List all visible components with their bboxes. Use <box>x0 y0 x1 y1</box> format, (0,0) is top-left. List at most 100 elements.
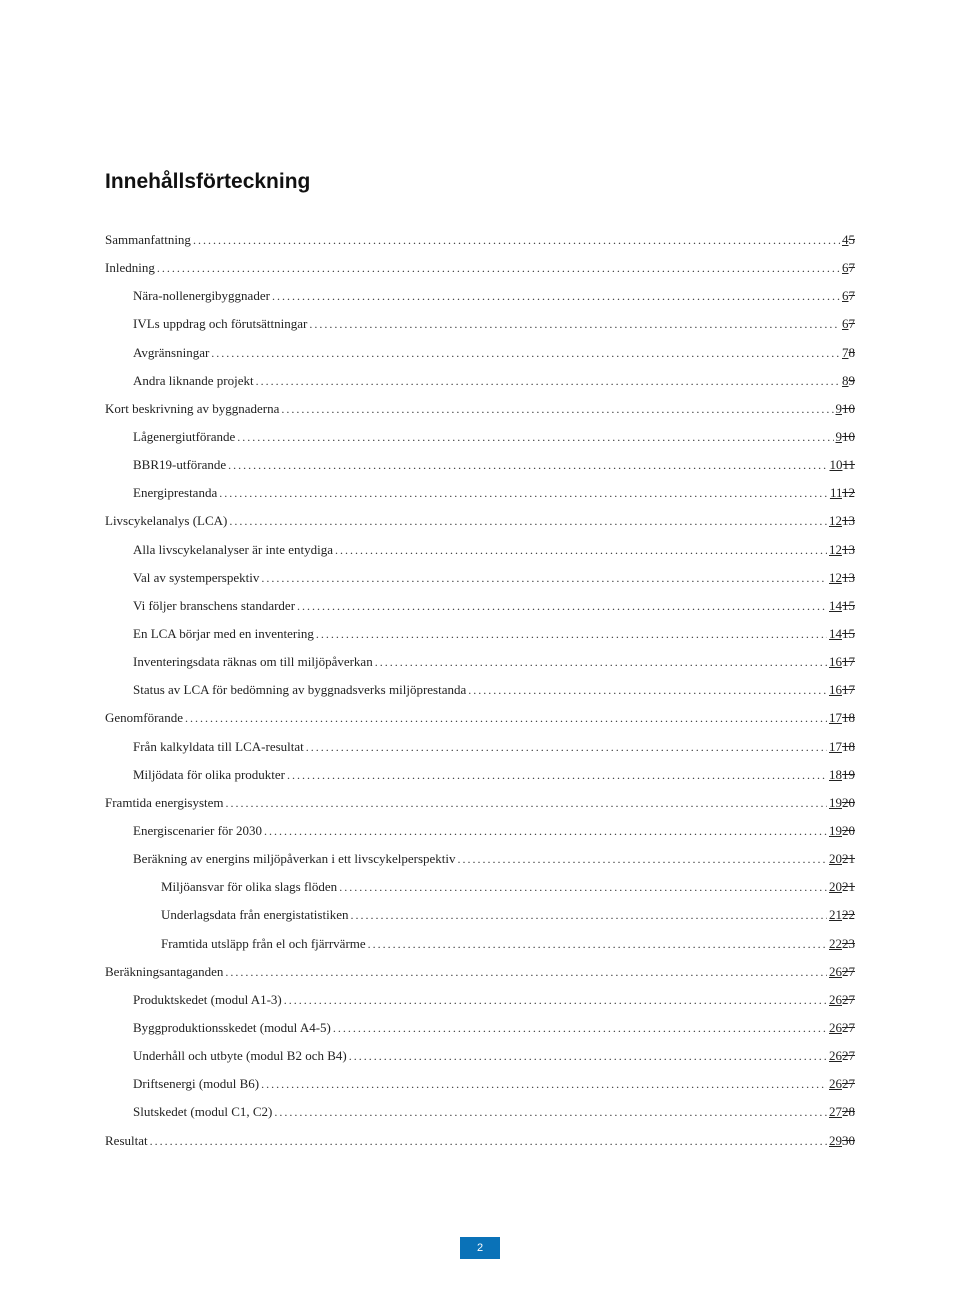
toc-entry-page: 2728 <box>829 1102 855 1122</box>
toc-entry[interactable]: Kort beskrivning av byggnaderna 910 <box>105 399 855 419</box>
toc-entry[interactable]: Inledning 67 <box>105 258 855 278</box>
toc-entry-label: Energiprestanda <box>133 483 217 503</box>
toc-leader <box>281 399 833 419</box>
toc-entry-label: Status av LCA för bedömning av byggnadsv… <box>133 680 466 700</box>
toc-entry-page: 2223 <box>829 934 855 954</box>
toc-entry[interactable]: Lågenergiutförande910 <box>105 427 855 447</box>
toc-leader <box>272 286 840 306</box>
toc-entry-page: 1617 <box>829 652 855 672</box>
toc-entry-page: 2627 <box>829 1046 855 1066</box>
toc-entry[interactable]: Energiprestanda 1112 <box>105 483 855 503</box>
toc-entry-label: Underhåll och utbyte (modul B2 och B4) <box>133 1046 347 1066</box>
toc-entry[interactable]: Underhåll och utbyte (modul B2 och B4) 26… <box>105 1046 855 1066</box>
toc-entry-page: 1920 <box>829 821 855 841</box>
toc-leader <box>349 1046 827 1066</box>
toc-leader <box>375 652 827 672</box>
toc-entry[interactable]: Andra liknande projekt89 <box>105 371 855 391</box>
toc-entry[interactable]: Status av LCA för bedömning av byggnadsv… <box>105 680 855 700</box>
toc-entry[interactable]: Val av systemperspektiv 1213 <box>105 568 855 588</box>
toc-entry-label: Val av systemperspektiv <box>133 568 259 588</box>
toc-leader <box>468 680 827 700</box>
toc-entry[interactable]: Energiscenarier för 2030 1920 <box>105 821 855 841</box>
toc-entry[interactable]: Byggproduktionsskedet (modul A4-5)2627 <box>105 1018 855 1038</box>
toc-entry-page: 1213 <box>829 540 855 560</box>
toc-entry-label: Livscykelanalys (LCA) <box>105 511 227 531</box>
toc-entry-page: 1213 <box>829 568 855 588</box>
toc-entry-page: 910 <box>836 427 856 447</box>
toc-leader <box>193 230 840 250</box>
toc-entry-page: 89 <box>842 371 855 391</box>
toc-entry-page: 1011 <box>829 455 855 475</box>
page-number-wrap: 2 <box>0 1237 960 1259</box>
toc-leader <box>264 821 827 841</box>
toc-entry-page: 67 <box>842 286 855 306</box>
toc-entry-label: Energiscenarier för 2030 <box>133 821 262 841</box>
toc-leader <box>306 737 827 757</box>
toc-entry-label: Framtida energisystem <box>105 793 224 813</box>
toc-entry[interactable]: Underlagsdata från energistatistiken2122 <box>105 905 855 925</box>
toc-entry[interactable]: Nära-nollenergibyggnader 67 <box>105 286 855 306</box>
toc-entry-page: 1415 <box>829 596 855 616</box>
toc-entry[interactable]: Miljödata för olika produkter 1819 <box>105 765 855 785</box>
toc-entry[interactable]: Framtida utsläpp från el och fjärrvärme 2… <box>105 934 855 954</box>
toc-entry-label: Slutskedet (modul C1, C2) <box>133 1102 272 1122</box>
toc-entry[interactable]: Från kalkyldata till LCA-resultat1718 <box>105 737 855 757</box>
toc-entry-page: 1819 <box>829 765 855 785</box>
toc-leader <box>225 962 827 982</box>
toc-leader <box>185 708 827 728</box>
toc-entry-label: Miljödata för olika produkter <box>133 765 285 785</box>
toc-entry[interactable]: Genomförande 1718 <box>105 708 855 728</box>
toc-leader <box>335 540 827 560</box>
toc-entry-page: 2930 <box>829 1131 855 1151</box>
toc-entry[interactable]: Slutskedet (modul C1, C2) 2728 <box>105 1102 855 1122</box>
toc-entry-label: Genomförande <box>105 708 183 728</box>
toc-leader <box>316 624 827 644</box>
toc-entry-page: 1718 <box>829 708 855 728</box>
toc-entry[interactable]: Produktskedet (modul A1-3)2627 <box>105 990 855 1010</box>
toc-entry-label: Inledning <box>105 258 155 278</box>
toc-entry[interactable]: Sammanfattning45 <box>105 230 855 250</box>
toc-entry-page: 1112 <box>830 483 855 503</box>
toc-entry[interactable]: En LCA börjar med en inventering1415 <box>105 624 855 644</box>
toc-entry[interactable]: Alla livscykelanalyser är inte entydiga1… <box>105 540 855 560</box>
toc-leader <box>274 1102 827 1122</box>
toc-leader <box>256 371 840 391</box>
toc-entry-label: Nära-nollenergibyggnader <box>133 286 270 306</box>
toc-leader <box>287 765 827 785</box>
toc-entry[interactable]: Framtida energisystem 1920 <box>105 793 855 813</box>
toc-entry-label: Underlagsdata från energistatistiken <box>161 905 348 925</box>
toc-leader <box>339 877 827 897</box>
toc-entry-label: Kort beskrivning av byggnaderna <box>105 399 279 419</box>
toc-leader <box>157 258 840 278</box>
toc-entry[interactable]: Resultat2930 <box>105 1131 855 1151</box>
toc-entry-label: IVLs uppdrag och förutsättningar <box>133 314 307 334</box>
toc-leader <box>219 483 828 503</box>
toc-entry-page: 1920 <box>829 793 855 813</box>
toc-entry[interactable]: IVLs uppdrag och förutsättningar67 <box>105 314 855 334</box>
toc-entry-page: 67 <box>842 258 855 278</box>
toc-entry-label: Framtida utsläpp från el och fjärrvärme <box>161 934 366 954</box>
toc-entry-page: 1213 <box>829 511 855 531</box>
toc-entry-label: Miljöansvar för olika slags flöden <box>161 877 337 897</box>
toc-entry[interactable]: Inventeringsdata räknas om till miljöpåv… <box>105 652 855 672</box>
toc-entry[interactable]: BBR19-utförande1011 <box>105 455 855 475</box>
toc-entry-page: 78 <box>842 343 855 363</box>
toc-entry-label: Från kalkyldata till LCA-resultat <box>133 737 304 757</box>
toc-entry[interactable]: Vi följer branschens standarder 1415 <box>105 596 855 616</box>
toc-entry[interactable]: Driftsenergi (modul B6)2627 <box>105 1074 855 1094</box>
toc-entry[interactable]: Miljöansvar för olika slags flöden2021 <box>105 877 855 897</box>
toc-entry[interactable]: Beräkningsantaganden2627 <box>105 962 855 982</box>
toc-leader <box>284 990 827 1010</box>
toc-entry[interactable]: Avgränsningar78 <box>105 343 855 363</box>
toc-entry-label: Beräkningsantaganden <box>105 962 223 982</box>
toc-entry[interactable]: Beräkning av energins miljöpåverkan i et… <box>105 849 855 869</box>
toc-entry-page: 2021 <box>829 849 855 869</box>
toc-entry[interactable]: Livscykelanalys (LCA) 1213 <box>105 511 855 531</box>
toc-leader <box>226 793 827 813</box>
toc-entry-label: Vi följer branschens standarder <box>133 596 295 616</box>
toc-leader <box>228 455 827 475</box>
toc-entry-page: 910 <box>836 399 856 419</box>
toc-entry-page: 2627 <box>829 990 855 1010</box>
toc-leader <box>261 1074 827 1094</box>
toc-leader <box>261 568 827 588</box>
